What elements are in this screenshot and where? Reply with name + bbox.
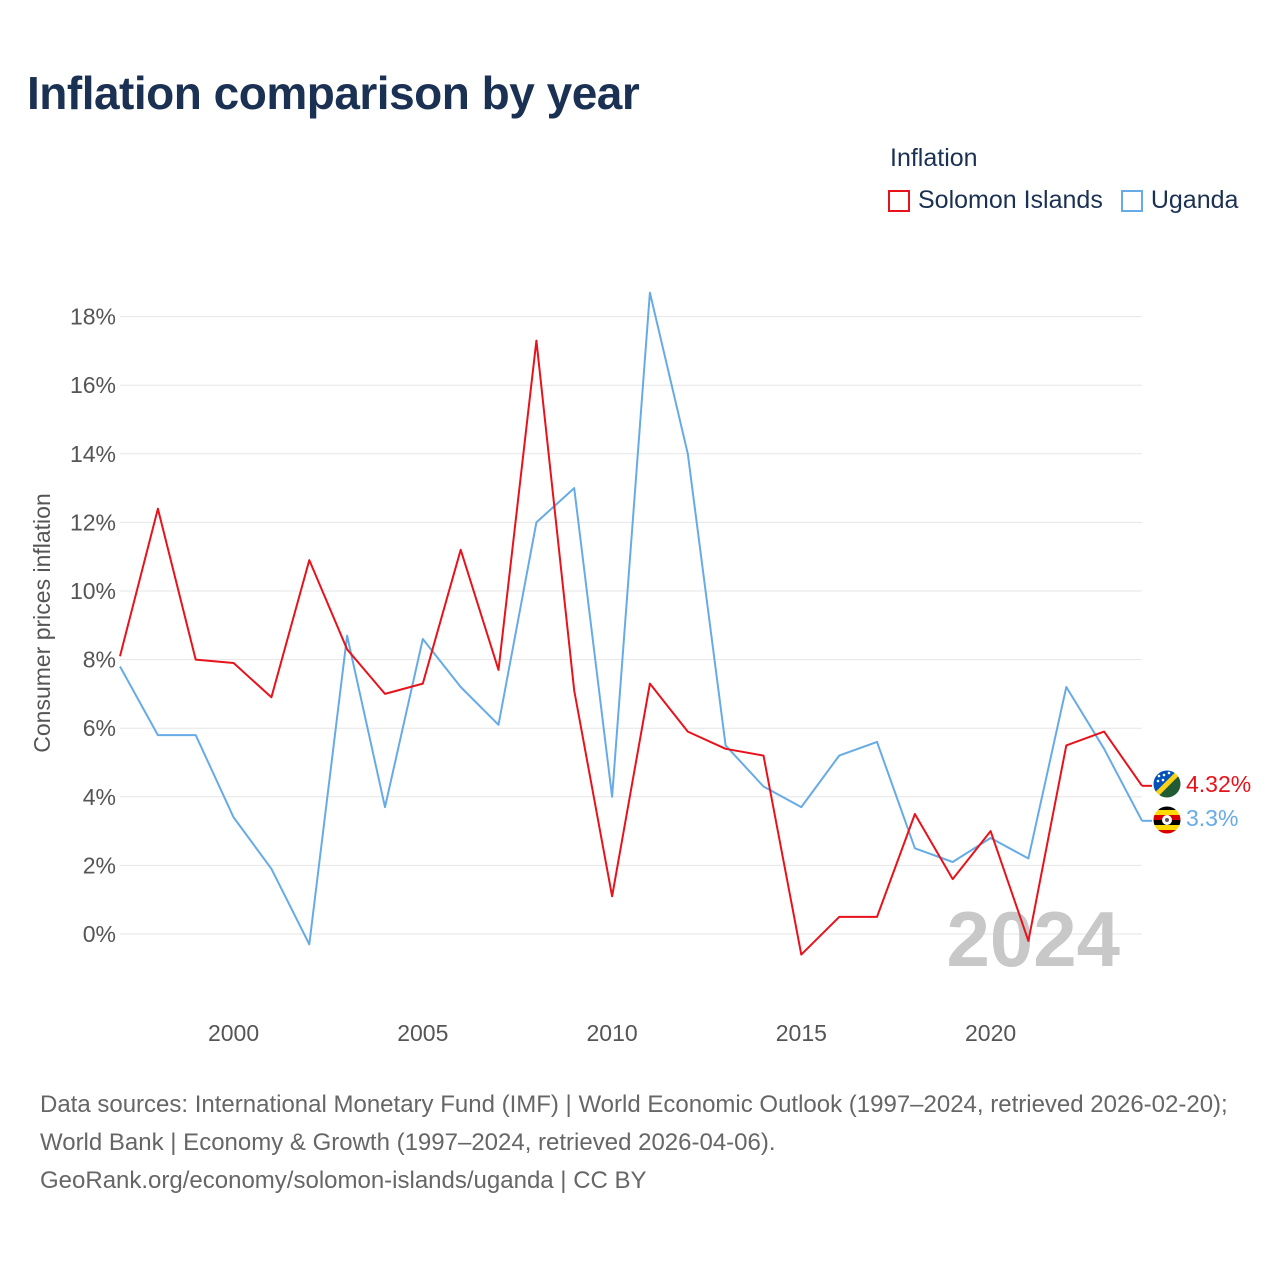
y-tick-label: 6% [83,715,116,741]
x-axis-ticks: 2000 2005 2010 2015 2020 [208,1020,1016,1046]
y-tick-label: 4% [83,784,116,810]
legend-swatch-uganda [1120,189,1143,212]
legend: Solomon Islands Uganda [888,186,1256,215]
chart-title: Inflation comparison by year [27,67,640,119]
y-tick-label: 0% [83,921,116,947]
legend-label-uganda: Uganda [1150,186,1239,214]
x-tick-label: 2020 [965,1020,1016,1046]
end-label-solomon-islands: 4.32% [1186,771,1251,797]
line-chart: 0%2%4%6%8%10%12%14%16%18% 2000 2005 2010 20… [29,291,1251,1046]
footer: Data sources: International Monetary Fun… [40,1086,1250,1200]
legend-title: Inflation [890,144,978,172]
year-watermark: 2024 [946,895,1120,983]
y-axis-ticks: 0% 2% 4% 6% 8% 10% 12% 14% 16% 18% [70,304,116,947]
y-axis-title: Consumer prices inflation [29,493,55,753]
series-end-markers: 4.32% 3.3% [1152,769,1251,835]
legend-swatch-solomon-islands [888,189,910,212]
series-lines [119,291,1152,956]
x-tick-label: 2010 [586,1020,637,1046]
legend-item-uganda[interactable]: Uganda [1120,186,1239,215]
y-tick-label: 8% [83,647,116,673]
series-line-uganda[interactable] [119,291,1143,946]
uganda-flag-icon [1152,805,1182,835]
solomon-islands-flag-icon [1152,769,1182,799]
y-tick-label: 10% [70,578,116,604]
footer-sources: Data sources: International Monetary Fun… [40,1091,1228,1156]
x-tick-label: 2015 [776,1020,827,1046]
legend-item-solomon-islands[interactable]: Solomon Islands [888,186,1103,215]
y-tick-label: 2% [83,852,116,878]
series-line-solomon-islands[interactable] [119,339,1143,956]
legend-label-solomon-islands: Solomon Islands [918,186,1103,214]
y-tick-label: 18% [70,304,116,330]
y-tick-label: 14% [70,441,116,467]
x-tick-label: 2000 [208,1020,259,1046]
end-label-uganda: 3.3% [1186,805,1238,831]
x-tick-label: 2005 [397,1020,448,1046]
y-tick-label: 16% [70,372,116,398]
footer-credit[interactable]: GeoRank.org/economy/solomon-islands/ugan… [40,1167,647,1194]
y-tick-label: 12% [70,509,116,535]
gridlines [120,316,1142,935]
